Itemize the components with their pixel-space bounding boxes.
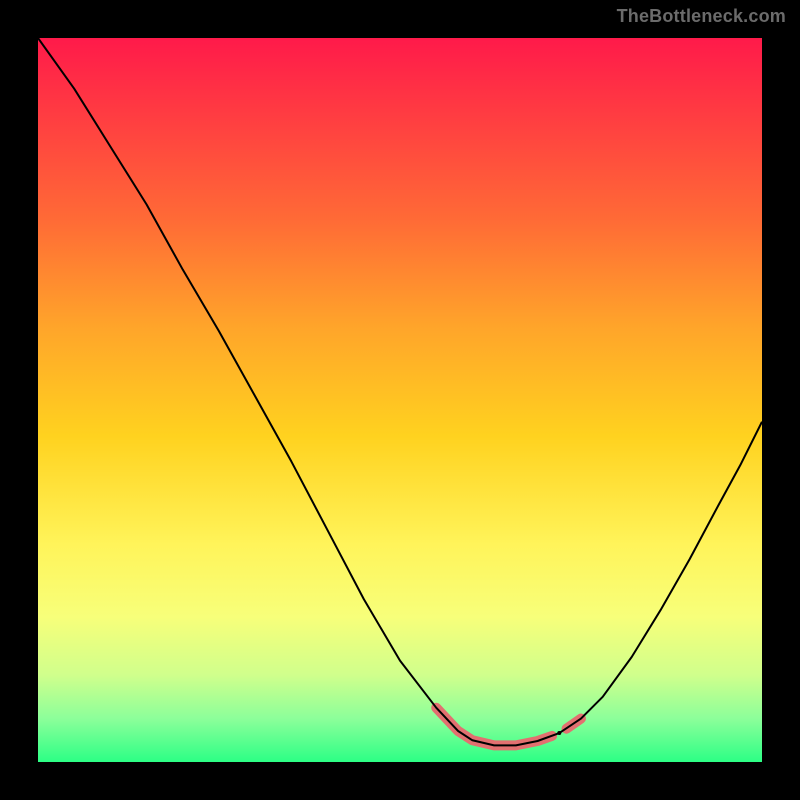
watermark-text: TheBottleneck.com <box>617 6 786 27</box>
chart-svg <box>38 38 762 762</box>
gradient-background <box>38 38 762 762</box>
curve-marker-dot <box>557 731 561 735</box>
plot-area <box>38 38 762 762</box>
chart-container: TheBottleneck.com <box>0 0 800 800</box>
